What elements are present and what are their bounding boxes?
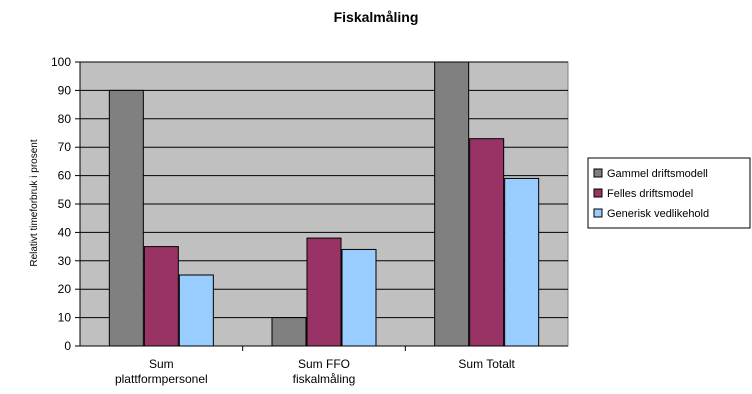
legend-swatch [593,188,603,198]
bar [306,237,342,347]
x-category-label: fiskalmåling [293,372,356,386]
y-tick-label: 30 [58,254,72,268]
bar [271,317,307,347]
y-tick-label: 50 [58,197,72,211]
y-tick-label: 70 [58,140,72,154]
y-tick-label: 0 [64,339,71,353]
bar [143,246,179,347]
x-category-label: plattformpersonel [115,372,208,386]
bar [504,177,540,347]
plot-area: 0 10 20 30 40 50 60 70 80 90 100 Sumplattformperson… [51,55,569,386]
legend-box [587,157,751,229]
legend-swatch [593,208,603,218]
x-category-label: Sum [149,357,174,371]
y-tick-label: 90 [58,83,72,97]
bar [341,248,377,347]
legend-label: Generisk vedlikehold [607,208,709,220]
bar [469,138,505,347]
bar [178,274,214,347]
y-axis-label: Relativt timeforbruk i prosent [29,139,40,266]
legend-label: Felles driftsmodel [607,188,693,200]
y-tick-label: 100 [51,55,71,69]
legend-label: Gammel driftsmodell [607,168,708,180]
y-tick-label: 10 [58,311,72,325]
chart-title: Fiskalmåling [334,9,419,25]
x-category-label: Sum Totalt [458,357,515,371]
x-category-label: Sum FFO [298,357,350,371]
legend: Gammel driftsmodell Felles driftsmodel Gen… [587,157,751,229]
bar [108,89,144,347]
y-tick-label: 20 [58,282,72,296]
y-tick-label: 40 [58,225,72,239]
y-tick-label: 60 [58,169,72,183]
y-tick-label: 80 [58,112,72,126]
bar [434,61,470,347]
legend-swatch [593,168,603,178]
